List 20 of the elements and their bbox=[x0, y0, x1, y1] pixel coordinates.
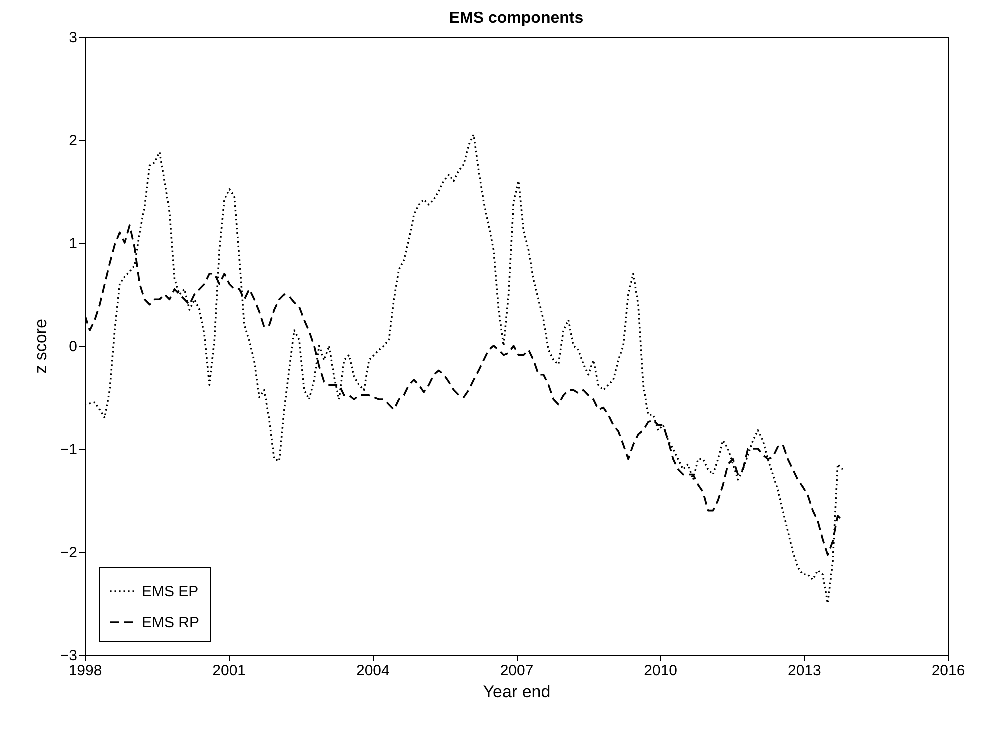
y-tick-label: 0 bbox=[69, 338, 78, 356]
x-tick-label: 2004 bbox=[356, 662, 390, 680]
legend-label: EMS RP bbox=[142, 614, 200, 632]
x-axis-title: Year end bbox=[483, 682, 551, 702]
y-tick-label: 2 bbox=[69, 132, 78, 150]
y-tick-label: −2 bbox=[60, 544, 78, 562]
x-tick-label: 2001 bbox=[212, 662, 246, 680]
y-tick-label: 1 bbox=[69, 236, 78, 252]
x-tick-label: 2007 bbox=[500, 662, 534, 680]
y-tick-label: −3 bbox=[60, 648, 78, 664]
x-tick-label: 2016 bbox=[932, 662, 966, 680]
x-tick-label: 1998 bbox=[68, 662, 102, 680]
x-tick-label: 2013 bbox=[788, 662, 822, 680]
chart-title: EMS components bbox=[449, 10, 584, 27]
y-tick-label: −1 bbox=[60, 442, 78, 458]
y-tick-label: 3 bbox=[69, 30, 78, 46]
line-series bbox=[85, 134, 844, 604]
legend-label: EMS EP bbox=[142, 584, 199, 600]
y-axis-title: z score bbox=[31, 319, 50, 374]
x-tick-label: 2010 bbox=[644, 662, 678, 680]
